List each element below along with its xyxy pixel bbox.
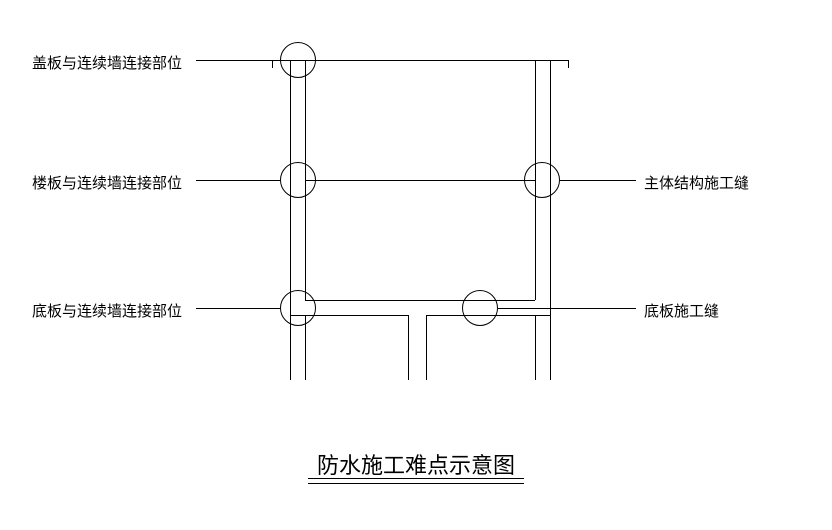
top-cant-left-end <box>272 60 273 68</box>
left-wall-inner-below <box>305 315 306 380</box>
mid-col-right <box>426 315 427 380</box>
top-cant-right-end <box>568 60 569 68</box>
leader-top-left <box>196 60 280 61</box>
bottom-slab-top-line <box>305 300 535 301</box>
label-bot-right: 底板施工缝 <box>644 300 719 321</box>
right-wall-inner-below <box>535 315 536 380</box>
circle-bot-mid <box>462 290 498 326</box>
label-mid-left: 楼板与连续墙连接部位 <box>32 172 182 193</box>
label-mid-right: 主体结构施工缝 <box>644 172 749 193</box>
diagram-canvas: 盖板与连续墙连接部位 楼板与连续墙连接部位 底板与连续墙连接部位 主体结构施工缝… <box>0 0 832 530</box>
diagram-title: 防水施工难点示意图 <box>0 448 832 480</box>
label-bot-left: 底板与连续墙连接部位 <box>32 300 182 321</box>
circle-bot-left <box>280 290 316 326</box>
left-wall-outer <box>290 60 291 380</box>
leader-bot-left <box>196 308 280 309</box>
leader-mid-right <box>560 180 636 181</box>
leader-bot-right <box>498 308 636 309</box>
circle-mid-right <box>524 162 560 198</box>
circle-mid-left <box>280 162 316 198</box>
leader-mid-left <box>196 180 280 181</box>
title-underline-2 <box>308 483 524 484</box>
top-slab-line <box>272 60 568 61</box>
mid-slab-line <box>305 180 535 181</box>
right-wall-outer <box>550 60 551 380</box>
mid-col-left <box>408 315 409 380</box>
label-top-left: 盖板与连续墙连接部位 <box>32 52 182 73</box>
circle-top-left <box>280 42 316 78</box>
title-underline-1 <box>308 478 524 479</box>
